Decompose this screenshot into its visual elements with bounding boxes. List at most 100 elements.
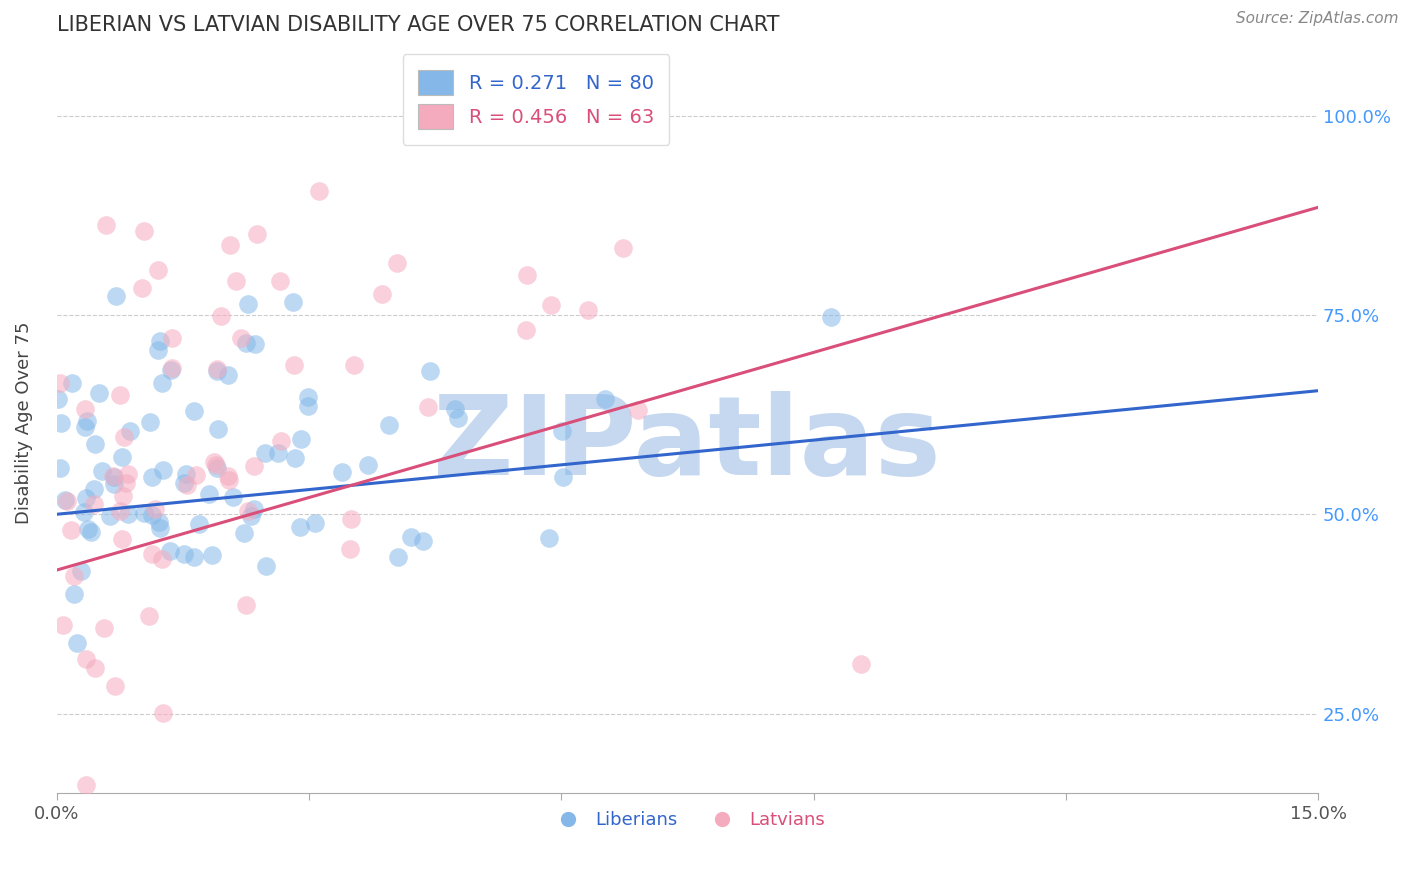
- Point: [183, 549, 205, 564]
- Point: [377, 418, 399, 433]
- Point: [73, 505, 96, 519]
- Point: [290, 432, 312, 446]
- Point: [103, 470, 125, 484]
- Point: [77, 522, 100, 536]
- Point: [89, 386, 111, 401]
- Point: [627, 402, 650, 417]
- Point: [152, 706, 174, 721]
- Point: [343, 358, 366, 372]
- Y-axis label: Disability Age Over 75: Disability Age Over 75: [15, 321, 32, 524]
- Point: [132, 224, 155, 238]
- Point: [412, 533, 434, 548]
- Point: [66, 635, 89, 649]
- Point: [217, 368, 239, 383]
- Point: [246, 227, 269, 241]
- Point: [160, 331, 183, 345]
- Point: [80, 524, 103, 539]
- Point: [160, 363, 183, 377]
- Point: [111, 532, 134, 546]
- Point: [236, 504, 259, 518]
- Point: [76, 413, 98, 427]
- Point: [93, 621, 115, 635]
- Point: [516, 268, 538, 282]
- Point: [52, 618, 75, 632]
- Point: [540, 298, 562, 312]
- Point: [103, 679, 125, 693]
- Point: [205, 362, 228, 376]
- Point: [235, 335, 257, 350]
- Point: [308, 184, 330, 198]
- Text: LIBERIAN VS LATVIAN DISABILITY AGE OVER 75 CORRELATION CHART: LIBERIAN VS LATVIAN DISABILITY AGE OVER …: [56, 15, 779, 35]
- Point: [173, 476, 195, 491]
- Point: [49, 461, 72, 475]
- Point: [146, 263, 169, 277]
- Point: [243, 337, 266, 351]
- Point: [304, 516, 326, 531]
- Point: [75, 778, 97, 792]
- Point: [207, 421, 229, 435]
- Point: [284, 450, 307, 465]
- Point: [225, 274, 247, 288]
- Point: [150, 551, 173, 566]
- Point: [236, 297, 259, 311]
- Point: [83, 498, 105, 512]
- Point: [105, 289, 128, 303]
- Point: [148, 516, 170, 530]
- Point: [849, 657, 872, 671]
- Point: [53, 492, 76, 507]
- Point: [131, 281, 153, 295]
- Point: [222, 490, 245, 504]
- Point: [62, 569, 84, 583]
- Point: [138, 415, 160, 429]
- Point: [340, 512, 363, 526]
- Point: [820, 310, 842, 324]
- Point: [205, 364, 228, 378]
- Point: [112, 430, 135, 444]
- Point: [283, 294, 305, 309]
- Point: [288, 520, 311, 534]
- Point: [60, 523, 83, 537]
- Point: [75, 491, 97, 506]
- Point: [148, 343, 170, 358]
- Point: [254, 558, 277, 573]
- Point: [416, 400, 439, 414]
- Point: [204, 458, 226, 472]
- Point: [551, 470, 574, 484]
- Point: [73, 420, 96, 434]
- Point: [269, 274, 291, 288]
- Point: [84, 436, 107, 450]
- Point: [46, 392, 69, 407]
- Point: [209, 310, 232, 324]
- Point: [202, 455, 225, 469]
- Point: [385, 256, 408, 270]
- Point: [551, 424, 574, 438]
- Point: [75, 401, 97, 416]
- Point: [205, 461, 228, 475]
- Point: [232, 525, 254, 540]
- Legend: Liberians, Latvians: Liberians, Latvians: [543, 804, 832, 836]
- Point: [111, 450, 134, 464]
- Point: [270, 434, 292, 448]
- Point: [141, 547, 163, 561]
- Point: [399, 530, 422, 544]
- Point: [101, 468, 124, 483]
- Point: [117, 508, 139, 522]
- Point: [149, 521, 172, 535]
- Point: [62, 587, 84, 601]
- Point: [201, 549, 224, 563]
- Point: [387, 550, 409, 565]
- Point: [242, 458, 264, 473]
- Point: [283, 358, 305, 372]
- Point: [98, 509, 121, 524]
- Point: [576, 302, 599, 317]
- Point: [83, 661, 105, 675]
- Point: [49, 376, 72, 391]
- Point: [176, 478, 198, 492]
- Point: [60, 376, 83, 391]
- Point: [240, 508, 263, 523]
- Point: [75, 652, 97, 666]
- Point: [110, 504, 132, 518]
- Point: [339, 541, 361, 556]
- Point: [235, 598, 257, 612]
- Point: [152, 463, 174, 477]
